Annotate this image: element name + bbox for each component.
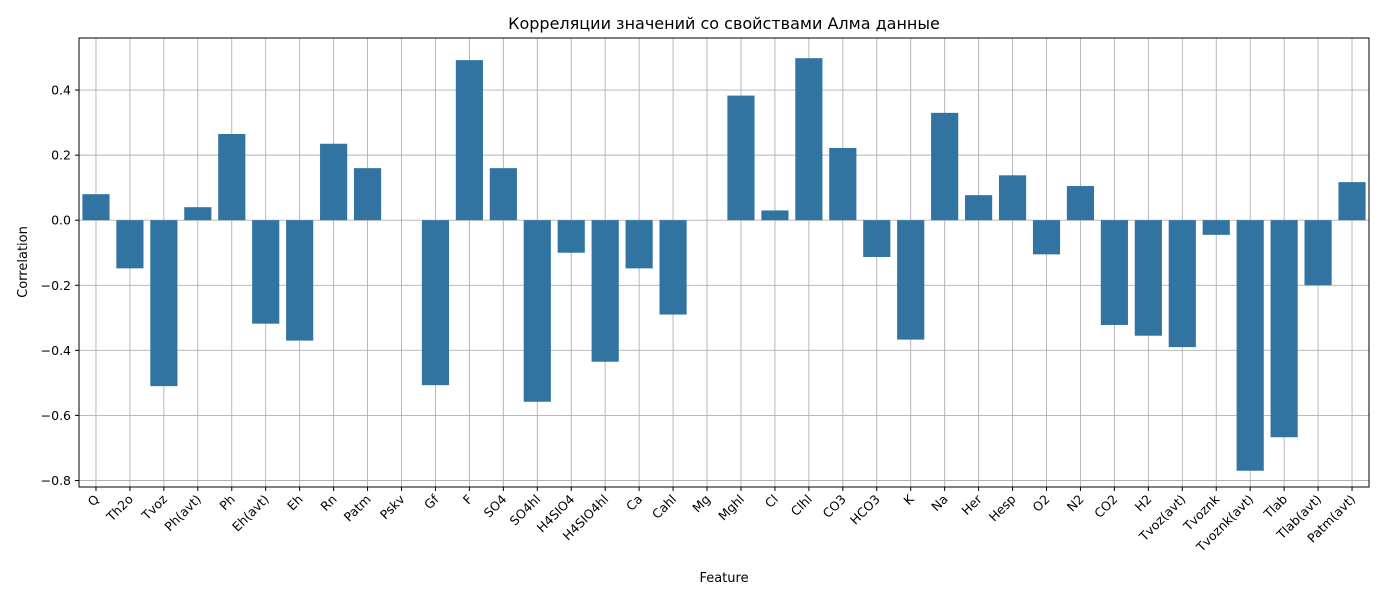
x-axis-title: Feature [699, 571, 748, 586]
bar-Ca [625, 220, 653, 269]
bar-SO4hl [523, 220, 551, 402]
x-tick-label: Mghl [715, 492, 747, 524]
x-tick-label: Ca [623, 492, 645, 514]
bar-Gf [421, 220, 450, 386]
bar-Rn [320, 143, 348, 221]
bar-Patm(avt) [1338, 182, 1366, 221]
bar-CO3 [829, 147, 857, 221]
bar-Tlab(avt) [1304, 220, 1332, 286]
x-tick-label: Mg [689, 492, 713, 516]
x-tick-label: Eh(avt) [229, 492, 272, 535]
x-tick-label: Na [928, 492, 951, 515]
bar-Na [931, 112, 959, 221]
bar-SO4 [489, 168, 517, 221]
y-axis-title: Correlation [16, 226, 31, 298]
y-tick-label: 0.4 [51, 83, 71, 98]
x-tick-label: Her [958, 491, 985, 518]
bar-Patm [353, 168, 382, 221]
y-tick-label: 0.0 [51, 213, 71, 228]
x-tick-label: O2 [1029, 492, 1052, 515]
x-tick-label: Rn [317, 492, 339, 514]
x-tick-label: K [900, 491, 917, 508]
x-tick-label: Ph(avt) [161, 492, 204, 535]
x-tick-label: Pskv [377, 491, 408, 522]
bar-Her [965, 195, 993, 221]
bar-Ph [218, 133, 246, 221]
y-tick-label: −0.4 [41, 343, 71, 358]
bar-Th2o [116, 220, 144, 269]
x-tick-label: Tlab [1260, 491, 1290, 521]
x-tick-label: Patm [341, 492, 374, 525]
x-tick-label: HCO3 [847, 492, 883, 528]
x-tick-label: F [460, 492, 476, 508]
y-tick-label: 0.2 [51, 148, 71, 163]
bar-N2 [1066, 186, 1095, 221]
x-tick-label: N2 [1064, 492, 1087, 515]
x-tick-label: H2 [1132, 492, 1155, 515]
y-tick-label: −0.2 [41, 278, 71, 293]
x-tick-label: Th2o [103, 492, 136, 525]
bars-group [82, 58, 1366, 471]
bar-H2 [1134, 220, 1162, 336]
x-tick-label: Cl [762, 492, 781, 511]
bar-Tlab [1270, 220, 1298, 438]
chart-title: Корреляции значений со свойствами Алма д… [508, 14, 940, 33]
bar-Cahl [659, 220, 687, 315]
x-tick-label: CO3 [820, 492, 849, 521]
bar-H4SIO4 [557, 220, 585, 253]
bar-H4SIO4hl [591, 220, 619, 362]
x-tick-label: Cahl [649, 492, 679, 522]
bar-Hesp [998, 175, 1027, 221]
x-tick-label: CO2 [1091, 492, 1120, 521]
bar-F [455, 60, 483, 221]
bar-Mghl [727, 95, 755, 221]
x-tick-label: Gf [421, 491, 442, 512]
x-tick-label: Hesp [986, 491, 1019, 524]
x-tick-label: Q [85, 491, 103, 509]
bar-Tvoz [150, 220, 178, 387]
x-tick-label: Eh [284, 492, 306, 514]
bar-HCO3 [863, 220, 891, 257]
bar-Clhl [795, 58, 823, 221]
x-tick-label: Ph [216, 492, 238, 514]
bar-K [897, 220, 925, 340]
bar-Tvoznk(avt) [1236, 220, 1264, 471]
bar-Tvoznk [1202, 220, 1230, 235]
bar-Eh(avt) [252, 220, 280, 324]
y-tick-label: −0.8 [41, 473, 71, 488]
bar-Cl [761, 210, 789, 221]
bar-Q [82, 194, 110, 221]
bar-CO2 [1100, 220, 1128, 325]
bar-Ph(avt) [184, 207, 212, 221]
x-tick-label: SO4 [481, 491, 510, 520]
bar-O2 [1032, 220, 1061, 255]
x-tick-label: Clhl [788, 492, 815, 519]
y-tick-label: −0.6 [41, 408, 71, 423]
bar-Eh [286, 220, 314, 341]
bar-Tvoz(avt) [1168, 220, 1196, 348]
plot-frame [78, 37, 1370, 488]
y-axis: −0.8 −0.6 −0.4 −0.2 0.0 0.2 0.4 [41, 83, 79, 488]
